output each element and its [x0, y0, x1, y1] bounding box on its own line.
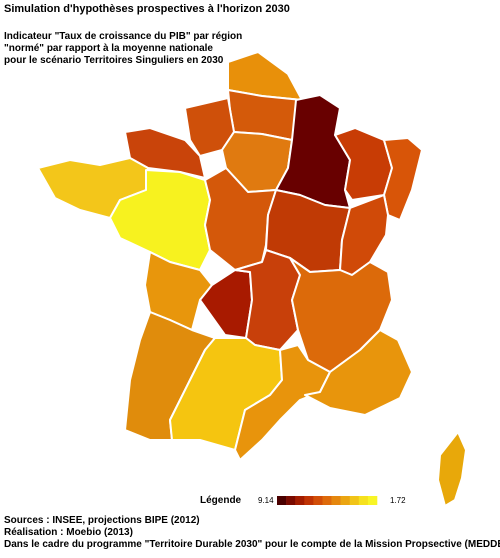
legend-swatch — [313, 496, 323, 505]
region — [144, 251, 213, 331]
legend-swatch — [304, 496, 314, 505]
region — [437, 431, 467, 507]
legend-swatch — [331, 496, 341, 505]
legend-swatch — [367, 496, 378, 505]
legend-swatch — [322, 496, 332, 505]
legend-swatch — [286, 496, 296, 505]
legend-swatch — [277, 496, 287, 505]
footer-line: Dans le cadre du programme "Territoire D… — [4, 539, 500, 550]
subtitle-line: "normé" par rapport à la moyenne nationa… — [4, 43, 213, 54]
legend-max-label: 1.72 — [390, 496, 406, 505]
footer-line: Réalisation : Moebio (2013) — [4, 527, 133, 538]
regions — [37, 51, 467, 507]
region — [304, 329, 413, 416]
region — [383, 137, 423, 221]
legend-scale — [277, 496, 378, 505]
legend-swatch — [295, 496, 305, 505]
legend-min-label: 9.14 — [258, 496, 274, 505]
subtitle-line: Indicateur "Taux de croissance du PIB" p… — [4, 31, 242, 42]
subtitle-line: pour le scénario Territoires Singuliers … — [4, 55, 224, 66]
legend-swatch — [340, 496, 351, 505]
legend-title: Légende — [200, 495, 242, 506]
title: Simulation d'hypothèses prospectives à l… — [4, 3, 290, 15]
legend-swatch — [358, 496, 369, 505]
region — [234, 344, 331, 461]
legend-swatch — [349, 496, 360, 505]
footer-line: Sources : INSEE, projections BIPE (2012) — [4, 515, 200, 526]
